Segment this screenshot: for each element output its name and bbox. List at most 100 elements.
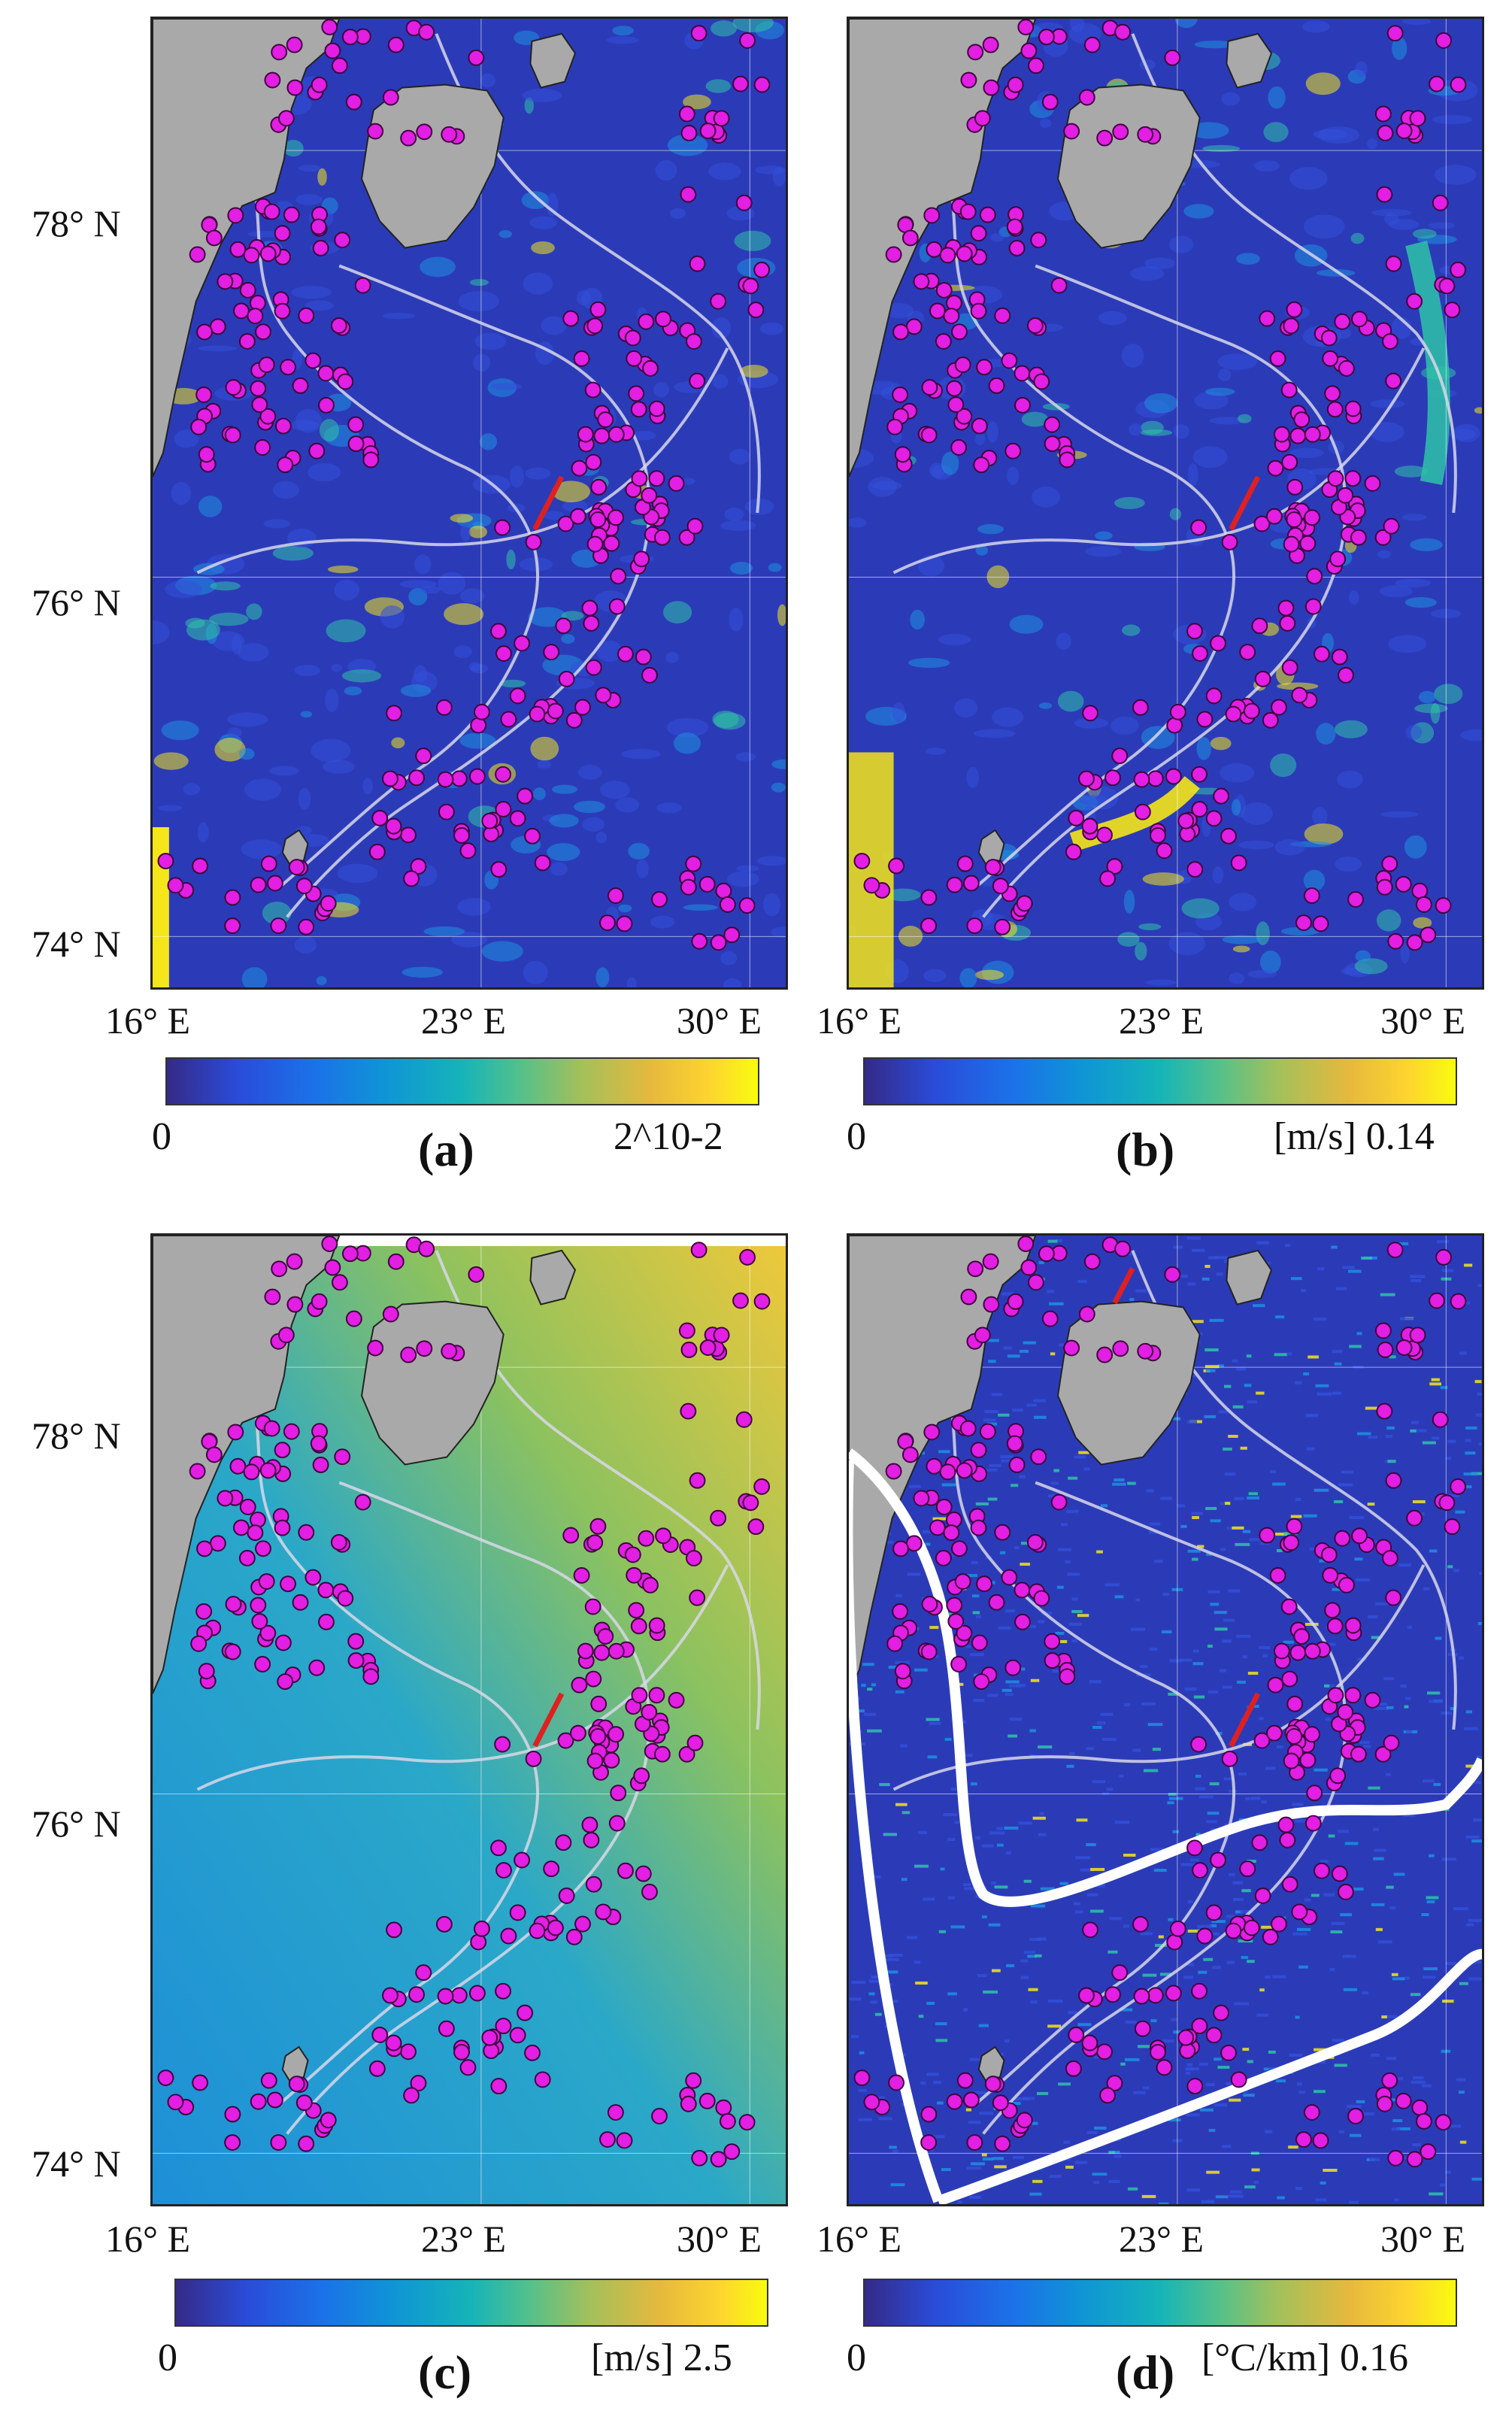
observation-marker [974,1327,991,1344]
observation-marker [1177,812,1195,829]
observation-marker [1344,1687,1362,1704]
observation-marker [525,533,542,550]
observation-marker [608,1726,624,1743]
observation-marker [946,380,963,397]
observation-marker [195,386,213,403]
observation-marker [1082,705,1098,722]
observation-marker [1267,1676,1284,1694]
observation-marker [345,93,362,111]
observation-marker [298,1524,315,1541]
observation-marker [635,1865,652,1882]
observation-marker [1210,1851,1227,1869]
observation-marker [1007,1293,1024,1310]
observation-marker [1279,1831,1296,1848]
observation-marker [198,1663,215,1680]
observation-marker [680,1402,697,1420]
observation-marker [626,350,643,367]
observation-marker [1312,2132,1329,2149]
observation-marker [288,859,305,876]
observation-marker [341,1245,359,1263]
observation-marker [994,918,1011,935]
observation-marker [408,769,425,787]
observation-marker [585,453,602,471]
observation-marker [1267,459,1284,477]
observation-marker [473,703,490,720]
observation-marker [1068,2026,1085,2043]
observation-marker [608,509,624,526]
observation-marker [337,1590,354,1607]
study-region-outline [849,1448,1482,1907]
land [529,1249,577,1305]
observation-marker [1266,1724,1283,1742]
observation-marker [1283,535,1300,553]
observation-marker [753,261,771,278]
observation-marker [271,44,288,61]
observation-marker [320,895,337,912]
observation-marker [589,301,607,318]
observation-marker [1164,1266,1181,1283]
observation-marker [719,2112,736,2130]
observation-marker [1347,891,1364,908]
observation-marker [1406,1509,1423,1527]
observation-marker [298,307,315,324]
observation-marker [1303,2104,1320,2121]
observation-marker [517,787,534,805]
observation-marker [1156,842,1173,860]
observation-marker [1327,1687,1344,1704]
observation-marker [196,1540,213,1557]
observation-marker [747,302,765,319]
observation-marker [1324,1602,1341,1619]
observation-marker [982,36,999,53]
observation-marker [607,2104,624,2121]
observation-marker [923,1424,941,1441]
observation-marker [616,2132,633,2149]
observation-marker [946,2093,963,2110]
observation-marker [1364,475,1381,492]
observation-marker [935,1549,952,1566]
observation-marker [892,1540,909,1557]
observation-marker [926,1457,943,1475]
bathymetry-contour [892,347,1426,575]
observation-marker [232,1519,250,1536]
map-b [847,17,1484,990]
observation-marker [403,870,420,887]
observation-marker [311,1293,328,1310]
observation-marker [1225,705,1242,723]
observation-marker [966,917,983,934]
observation-marker [584,381,601,399]
observation-marker [1033,373,1050,390]
observation-marker [310,218,327,235]
observation-marker [1286,1695,1304,1712]
observation-marker [192,857,208,875]
observation-marker [1191,801,1208,818]
observation-marker [227,1424,244,1441]
observation-marker [331,57,348,74]
observation-marker [250,876,267,893]
observation-marker [1192,1862,1208,1879]
observation-marker [982,1253,999,1270]
observation-marker [950,439,968,456]
observation-marker [347,1633,365,1650]
observation-marker [1387,932,1404,950]
observation-marker [1395,123,1413,140]
observation-marker [1450,1293,1467,1310]
observation-marker [1213,2004,1230,2021]
observation-marker [1435,1248,1452,1266]
observation-marker [678,105,695,123]
observation-marker [1165,768,1182,785]
observation-marker [1044,1652,1061,1669]
observation-marker [298,918,315,935]
observation-marker [1078,770,1095,787]
observation-marker [633,1767,650,1785]
lat-label-76: 76° N [32,1803,121,1845]
observation-marker [691,932,708,950]
observation-marker [495,2018,512,2035]
observation-marker [1351,311,1368,328]
observation-marker [651,891,668,908]
observation-marker [1026,317,1044,334]
observation-marker [1014,1613,1031,1630]
lon-label-16: 16° E [817,2218,902,2260]
observation-marker [334,1448,351,1466]
observation-marker [939,247,956,264]
observation-marker [453,827,470,844]
